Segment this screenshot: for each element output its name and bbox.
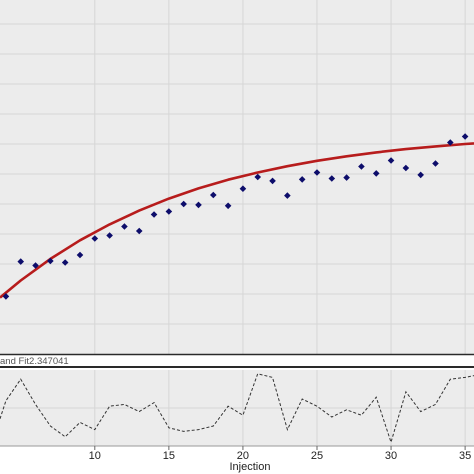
residual-line-layer (0, 373, 474, 444)
fit-curve-layer (0, 142, 474, 299)
data-point (432, 160, 439, 167)
data-point (150, 211, 158, 218)
data-point (447, 139, 454, 146)
data-point (358, 163, 365, 170)
data-point (298, 176, 306, 183)
x-tick-label: 25 (311, 450, 323, 462)
x-tick-label: 10 (89, 450, 101, 462)
data-point (17, 258, 25, 265)
data-point (461, 133, 469, 140)
x-axis-title: Injection (230, 461, 271, 473)
data-point (180, 200, 187, 208)
data-point (210, 191, 217, 199)
data-point (135, 227, 143, 235)
x-tick-label: 20 (237, 450, 249, 462)
data-point (402, 164, 410, 172)
data-point (313, 169, 321, 176)
data-point (284, 192, 291, 199)
x-tick-label: 30 (385, 450, 397, 462)
data-point (269, 177, 276, 185)
data-point (387, 157, 395, 164)
data-point (106, 232, 113, 239)
data-point (343, 174, 350, 181)
legend-strip (0, 354, 474, 366)
data-points-layer (2, 133, 469, 300)
data-point (76, 251, 84, 259)
main-gridlines (0, 0, 474, 354)
x-axis-ticks: 10 15 20 25 30 35 (89, 446, 471, 462)
data-point (195, 201, 202, 209)
fit-curve (0, 142, 474, 299)
data-point (239, 185, 247, 192)
x-tick-label: 35 (459, 450, 471, 462)
data-point (417, 171, 424, 179)
residual-gridlines (0, 370, 474, 446)
data-point (47, 257, 54, 265)
data-point (61, 259, 69, 266)
data-point (91, 235, 99, 242)
data-point (165, 208, 173, 215)
residual-line (0, 373, 474, 444)
data-point (372, 170, 380, 177)
data-point (254, 173, 262, 181)
data-point (32, 262, 39, 269)
data-point (2, 293, 10, 300)
data-point (121, 223, 128, 230)
x-tick-label: 15 (163, 450, 175, 462)
legend-label: and Fit2.347041 (0, 356, 69, 367)
data-point (224, 202, 232, 210)
data-point (328, 175, 336, 182)
